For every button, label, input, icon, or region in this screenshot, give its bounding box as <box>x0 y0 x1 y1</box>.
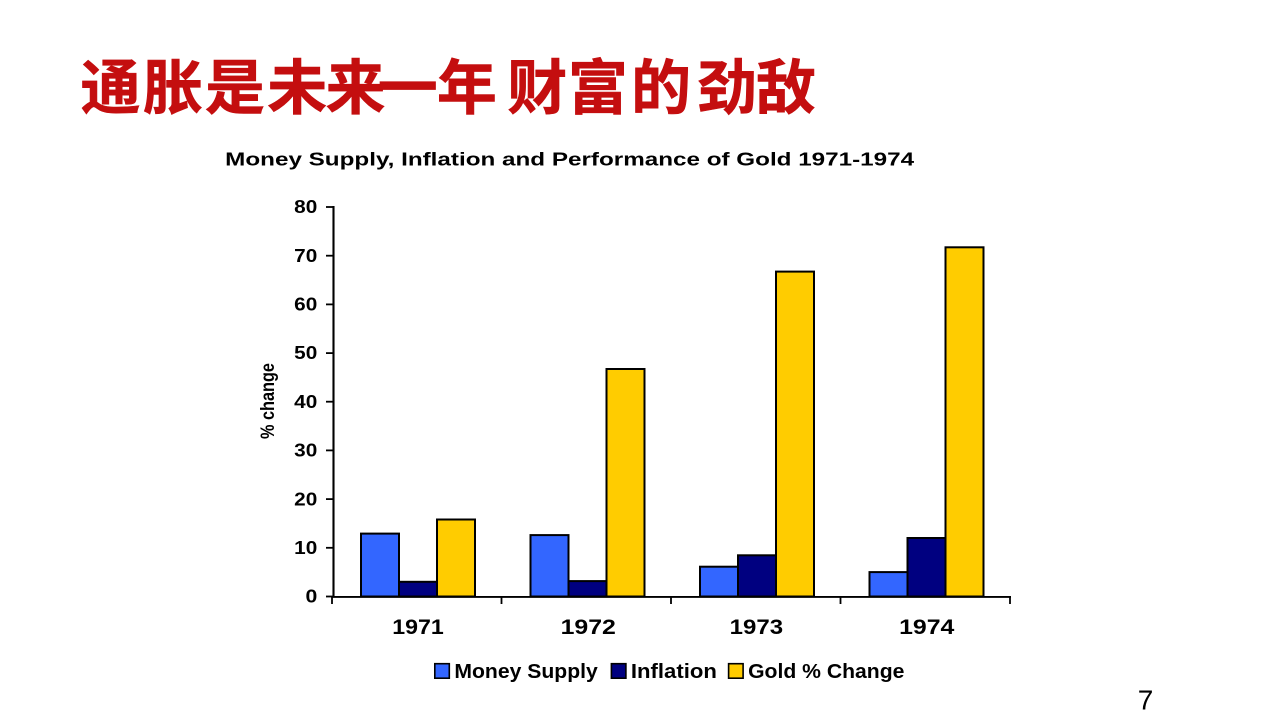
svg-text:Gold % Change: Gold % Change <box>748 660 904 683</box>
svg-text:% change: % change <box>258 363 279 439</box>
svg-text:10: 10 <box>294 538 317 558</box>
svg-text:50: 50 <box>294 343 317 363</box>
svg-text:80: 80 <box>294 197 317 217</box>
svg-text:40: 40 <box>294 392 317 412</box>
svg-text:1972: 1972 <box>561 615 616 639</box>
svg-text:30: 30 <box>294 441 317 461</box>
svg-text:60: 60 <box>294 295 317 315</box>
svg-text:1974: 1974 <box>899 615 954 639</box>
svg-text:1971: 1971 <box>392 615 444 639</box>
svg-text:70: 70 <box>294 246 317 266</box>
svg-text:Money Supply: Money Supply <box>454 660 598 683</box>
svg-text:20: 20 <box>294 489 317 509</box>
svg-text:1973: 1973 <box>730 615 783 639</box>
svg-text:Inflation: Inflation <box>631 660 717 683</box>
svg-text:0: 0 <box>306 587 318 607</box>
svg-text:Money Supply, Inflation and Pe: Money Supply, Inflation and Performance … <box>225 150 914 170</box>
svg-text:7: 7 <box>1138 685 1154 716</box>
